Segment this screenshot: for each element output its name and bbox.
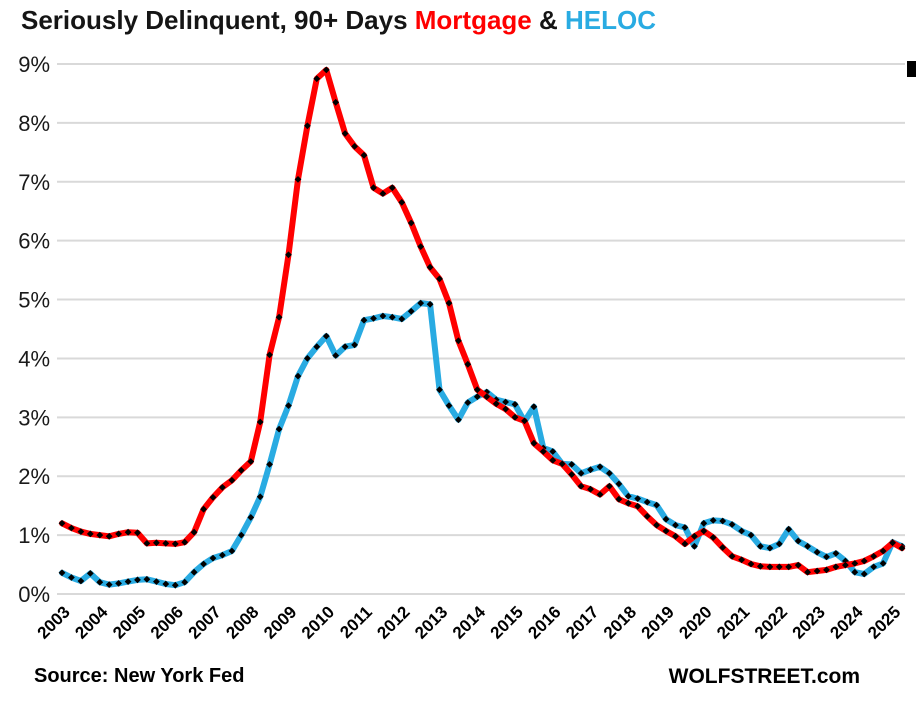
watermark: WOLFSTREET.com [668, 665, 860, 688]
x-axis-label: 2019 [638, 602, 678, 642]
x-axis-label: 2021 [713, 602, 753, 642]
source-note: Source: New York Fed [34, 665, 245, 687]
edge-mark-icon [907, 61, 916, 77]
y-axis-label: 1% [18, 523, 50, 548]
x-axis-label: 2006 [147, 602, 187, 642]
title-heloc-label: HELOC [565, 5, 656, 35]
mortgage-line [59, 66, 905, 576]
heloc-markers [58, 299, 906, 589]
x-axis-label: 2005 [109, 602, 149, 642]
x-axis-label: 2013 [411, 602, 451, 642]
x-axis-label: 2020 [675, 602, 715, 642]
y-axis-label: 7% [18, 170, 50, 195]
y-axis-label: 4% [18, 346, 50, 371]
x-axis-label: 2014 [449, 602, 490, 643]
x-axis-label: 2012 [373, 602, 413, 642]
y-axis-label: 0% [18, 582, 50, 607]
x-axis-label: 2011 [336, 602, 376, 642]
y-axis-label: 2% [18, 464, 50, 489]
y-axis-label: 8% [18, 111, 50, 136]
title-text: Seriously Delinquent, 90+ Days [21, 5, 415, 35]
x-axis-label: 2024 [826, 602, 867, 643]
x-axis-label: 2017 [562, 602, 602, 642]
x-axis-label: 2015 [487, 602, 527, 642]
y-axis-label: 5% [18, 288, 50, 313]
chart-title: Seriously Delinquent, 90+ Days Mortgage … [21, 5, 656, 36]
x-axis-label: 2022 [751, 602, 791, 642]
x-axis-label: 2016 [524, 602, 564, 642]
x-axis-label: 2007 [185, 602, 225, 642]
title-mortgage-label: Mortgage [414, 5, 532, 35]
x-axis-label: 2010 [298, 602, 338, 642]
y-axis-label: 3% [18, 405, 50, 430]
title-ampersand: & [531, 5, 565, 35]
x-axis-label: 2009 [260, 602, 300, 642]
x-axis-label: 2025 [864, 602, 904, 642]
x-axis-label: 2008 [222, 602, 262, 642]
x-axis-label: 2004 [71, 602, 112, 643]
y-axis-label: 9% [18, 52, 50, 77]
x-axis-label: 2018 [600, 602, 640, 642]
x-axis-label: 2003 [34, 602, 74, 642]
y-axis-label: 6% [18, 229, 50, 254]
x-axis-label: 2023 [789, 602, 829, 642]
mortgage-markers [58, 66, 906, 576]
